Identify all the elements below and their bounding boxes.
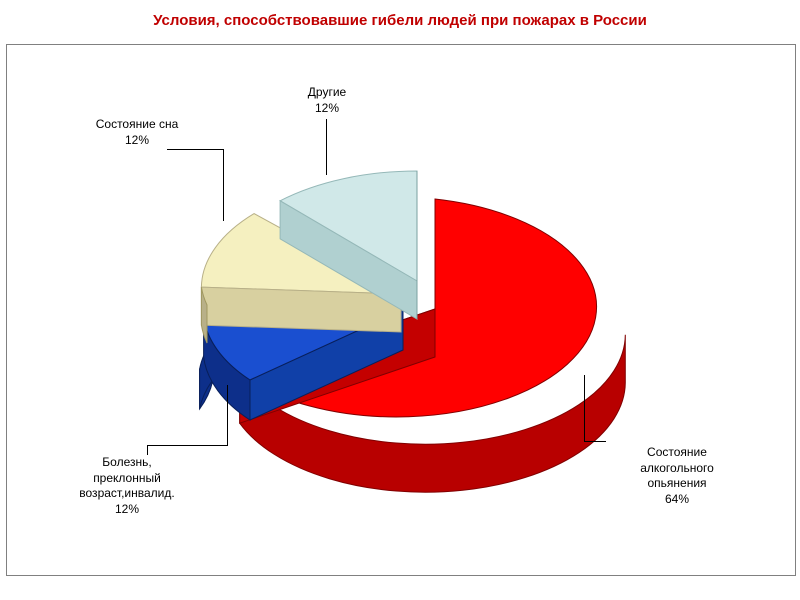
label-illness-pct: 12% [115, 502, 139, 516]
label-sleep-pct: 12% [125, 133, 149, 147]
label-sleep-line1: Состояние сна [96, 117, 179, 131]
leader-alcohol-h [584, 441, 606, 442]
leader-illness-v2 [227, 385, 228, 446]
label-alcohol-line1: Состояние [647, 445, 707, 459]
label-other: Другие 12% [287, 85, 367, 116]
chart-frame: Другие 12% Состояние сна 12% Болезнь, пр… [6, 44, 796, 576]
label-illness-line2: преклонный [93, 471, 161, 485]
label-sleep: Состояние сна 12% [77, 117, 197, 148]
label-alcohol-line2: алкогольного [640, 461, 714, 475]
label-alcohol-pct: 64% [665, 492, 689, 506]
label-illness: Болезнь, преклонный возраст,инвалид. 12% [57, 455, 197, 517]
label-alcohol-line3: опьянения [647, 476, 706, 490]
label-other-line1: Другие [308, 85, 346, 99]
label-other-pct: 12% [315, 101, 339, 115]
leader-illness-v [147, 445, 148, 455]
label-illness-line3: возраст,инвалид. [79, 486, 174, 500]
label-alcohol: Состояние алкогольного опьянения 64% [602, 445, 752, 507]
label-illness-line1: Болезнь, [102, 455, 151, 469]
chart-title: Условия, способствовавшие гибели людей п… [0, 0, 800, 37]
chart-area: Другие 12% Состояние сна 12% Болезнь, пр… [7, 45, 795, 575]
leader-other [326, 119, 327, 175]
leader-sleep-v [223, 149, 224, 221]
leader-sleep-h [167, 149, 223, 150]
leader-illness-h1 [147, 445, 227, 446]
chart-container: Условия, способствовавшие гибели людей п… [0, 0, 800, 600]
leader-alcohol-v [584, 375, 585, 441]
